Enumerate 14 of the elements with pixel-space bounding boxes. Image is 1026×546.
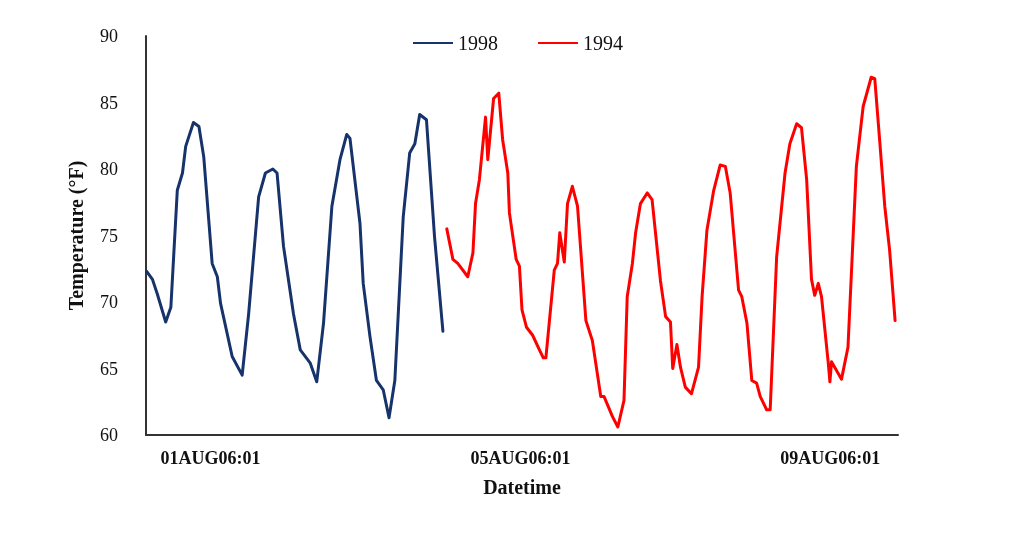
y-tick-label: 60 [100,425,118,445]
y-tick-label: 80 [100,159,118,179]
x-tick-label: 01AUG06:01 [160,448,261,468]
x-tick-label: 09AUG06:01 [780,448,881,468]
legend-label: 1998 [458,32,498,54]
y-tick-label: 85 [100,92,118,113]
y-tick-label: 75 [100,225,118,246]
legend-label: 1994 [583,32,623,54]
y-tick-label: 90 [100,26,118,46]
y-tick-label: 70 [100,292,118,312]
y-axis-title: Temperature (°F) [65,160,88,311]
x-axis-title: Datetime [483,476,561,498]
x-tick-label: 05AUG06:01 [470,448,571,468]
y-tick-label: 65 [100,358,118,379]
